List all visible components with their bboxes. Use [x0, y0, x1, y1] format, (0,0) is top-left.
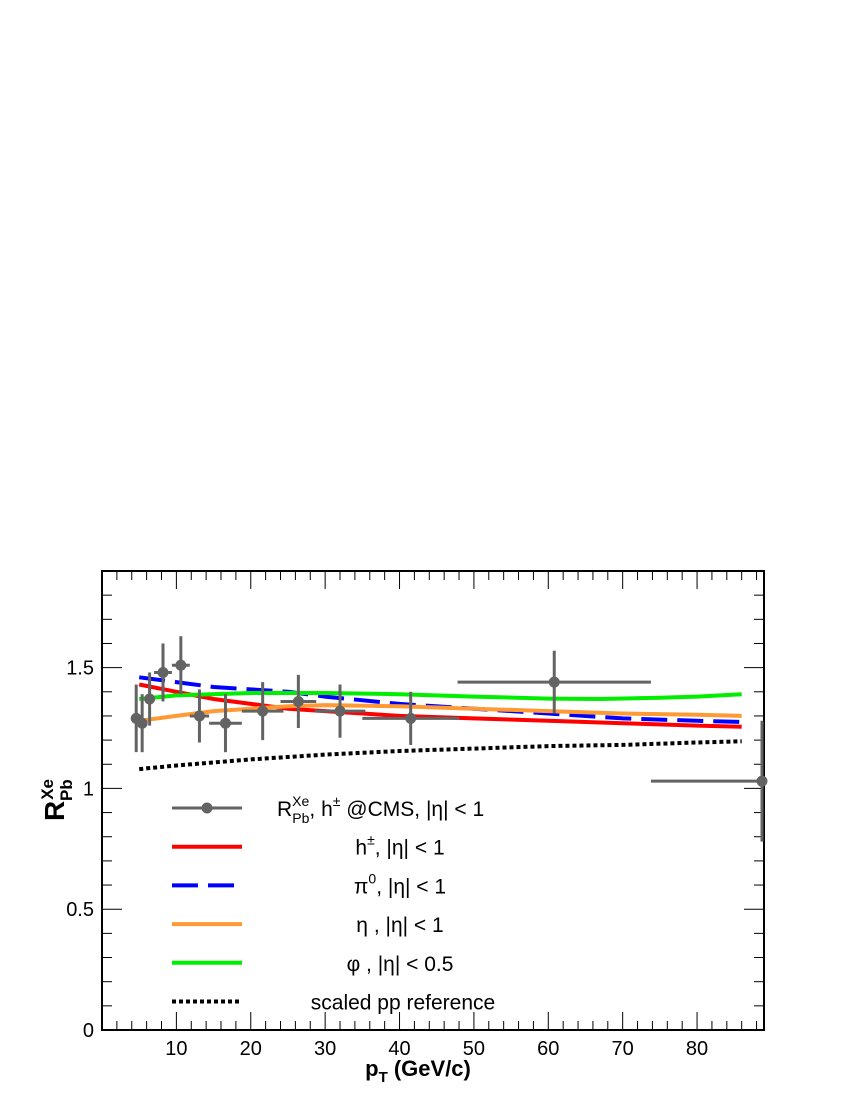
- data-marker: [144, 693, 156, 705]
- x-tick-label: 30: [314, 1038, 336, 1060]
- legend-marker: [201, 802, 213, 814]
- x-tick-label: 10: [165, 1038, 187, 1060]
- data-marker: [756, 775, 768, 787]
- y-tick-label: 0.5: [66, 899, 94, 921]
- series-lines: [138, 675, 742, 772]
- legend: RXe Pb, h± @CMS, |η| < 1 h±, |η| < 1 π0, |η…: [172, 793, 495, 1015]
- data-marker: [257, 705, 269, 717]
- data-points: [130, 636, 768, 842]
- data-marker: [292, 695, 304, 707]
- data-point: [650, 720, 768, 842]
- data-point: [189, 689, 210, 743]
- data-marker: [334, 705, 346, 717]
- legend-entry: h±, |η| < 1: [172, 832, 445, 860]
- data-point: [457, 650, 651, 714]
- data-point: [280, 674, 317, 729]
- legend-entry: RXe Pb, h± @CMS, |η| < 1: [172, 793, 484, 826]
- x-tick-label: 80: [686, 1038, 708, 1060]
- data-point: [154, 643, 172, 702]
- plot-area-border: [101, 570, 765, 1031]
- legend-label: h±, |η| < 1: [355, 832, 444, 860]
- tick-labels: 10 20 30 40 50 60 70 80 0 0.5 1 1.5: [66, 658, 708, 1060]
- data-point: [209, 694, 242, 753]
- y-tick-label: 0: [83, 1020, 94, 1042]
- data-point: [362, 691, 460, 745]
- axis-ticks: [102, 571, 764, 1031]
- data-marker: [219, 717, 231, 729]
- x-tick-label: 40: [388, 1038, 410, 1060]
- data-marker: [157, 666, 169, 678]
- x-tick-label: 60: [537, 1038, 559, 1060]
- series-line-2: [138, 703, 742, 723]
- data-marker: [405, 712, 417, 724]
- legend-entry: scaled pp reference: [172, 992, 495, 1015]
- x-axis-title: pT (GeV/c): [365, 1056, 471, 1086]
- data-marker: [175, 659, 187, 671]
- x-tick-label: 20: [240, 1038, 262, 1060]
- legend-label: η , |η| < 1: [356, 914, 443, 937]
- x-tick-label: 50: [463, 1038, 485, 1060]
- legend-label: φ , |η| < 0.5: [347, 953, 454, 976]
- series-line-4: [139, 739, 742, 772]
- data-point: [314, 684, 366, 738]
- legend-entry: φ , |η| < 0.5: [172, 953, 453, 976]
- y-tick-label: 1.5: [66, 658, 94, 680]
- x-tick-label: 70: [612, 1038, 634, 1060]
- legend-label: RXe Pb, h± @CMS, |η| < 1: [277, 793, 484, 826]
- series-line-0: [138, 682, 742, 729]
- legend-entry: π0, |η| < 1: [172, 870, 446, 898]
- data-marker: [548, 676, 560, 688]
- legend-label: scaled pp reference: [311, 992, 495, 1015]
- plot-frame: [101, 570, 765, 1031]
- y-tick-label: 1: [83, 778, 94, 800]
- y-axis-title-group: RXePb: [38, 779, 76, 821]
- series-line-3: [139, 691, 742, 702]
- data-marker: [193, 710, 205, 722]
- legend-label: π0, |η| < 1: [354, 870, 446, 898]
- data-point: [136, 694, 148, 753]
- legend-entry: η , |η| < 1: [172, 914, 444, 937]
- data-marker: [136, 717, 148, 729]
- data-point: [171, 636, 190, 695]
- series-line-1: [138, 675, 742, 724]
- data-point: [144, 672, 156, 726]
- data-point: [241, 682, 284, 741]
- y-axis-title: RXePb: [38, 779, 76, 821]
